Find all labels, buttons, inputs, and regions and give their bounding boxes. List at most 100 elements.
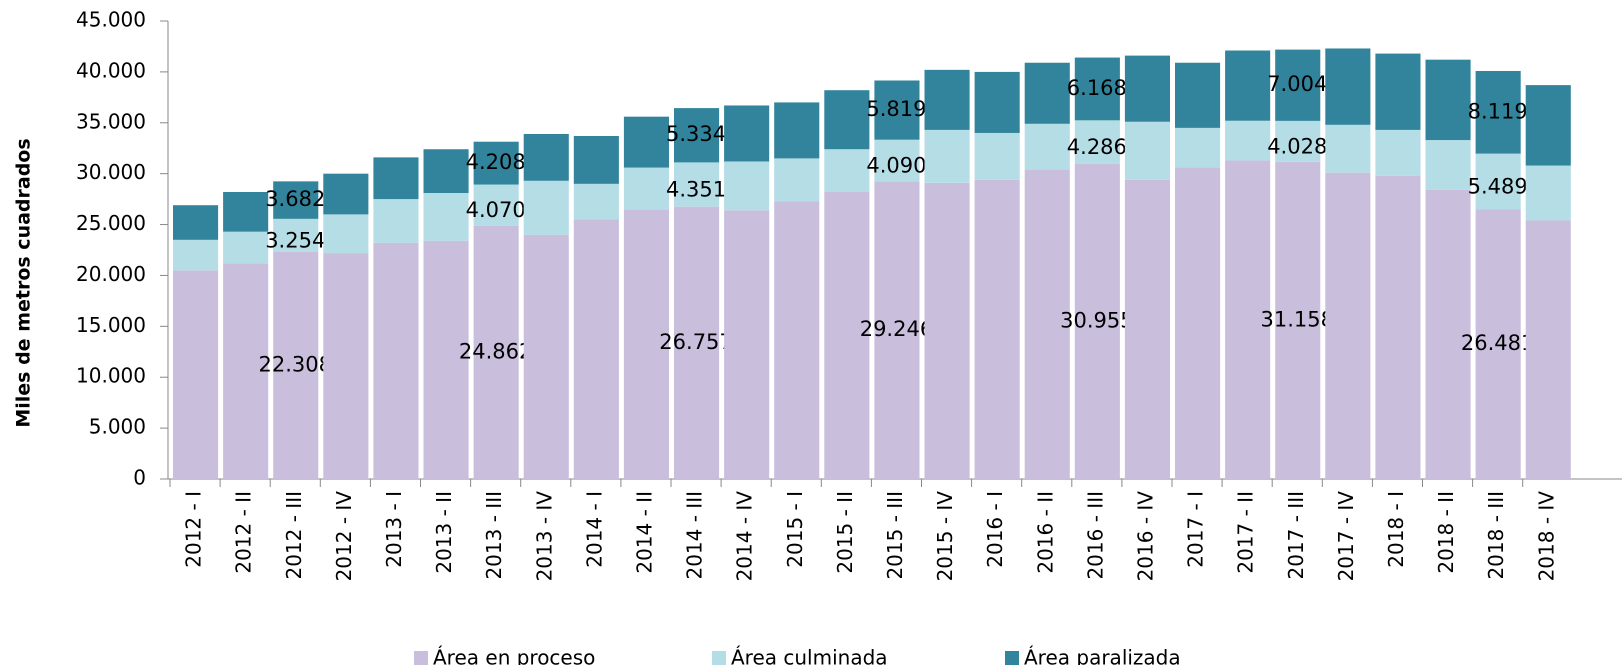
data-label: 4.351	[666, 178, 726, 202]
bar-segment	[323, 214, 369, 254]
legend-label: Área paralizada	[1024, 646, 1181, 665]
data-label: 4.070	[466, 198, 526, 222]
data-label: 26.757	[659, 330, 732, 354]
bar-segment	[724, 161, 770, 211]
bar-segment	[1475, 153, 1521, 210]
y-tick-label: 15.000	[76, 313, 146, 337]
bar-segment	[824, 191, 870, 479]
bar-segment	[1074, 57, 1120, 121]
bar-segment	[623, 209, 669, 480]
bar-segment	[674, 162, 720, 207]
bar-segment	[1375, 175, 1421, 480]
bar-segment	[1275, 49, 1321, 121]
data-label: 4.208	[466, 150, 526, 174]
data-label: 22.308	[259, 352, 332, 376]
data-label: 3.682	[265, 187, 325, 211]
x-tick-label: 2015 - III	[883, 491, 907, 580]
y-tick-label: 5.000	[89, 415, 146, 439]
y-tick-label: 35.000	[76, 109, 146, 133]
x-tick-label: 2013 - III	[482, 491, 506, 580]
bar-segment	[573, 219, 619, 479]
x-tick-label: 2016 - II	[1033, 491, 1057, 574]
bar-segment	[1225, 50, 1271, 121]
bar-segment	[173, 239, 219, 271]
legend-label: Área en proceso	[433, 646, 595, 665]
bar-segment	[674, 206, 720, 479]
x-tick-label: 2014 - IV	[733, 491, 757, 582]
legend-swatch	[414, 651, 428, 665]
bar-segment	[1175, 127, 1221, 168]
bar-segment	[1175, 62, 1221, 128]
data-label: 5.819	[866, 97, 926, 121]
bar-segment	[473, 225, 519, 479]
bar-segment	[674, 108, 720, 163]
bar-segment	[223, 231, 269, 264]
x-tick-label: 2016 - III	[1083, 491, 1107, 580]
bar-segment	[974, 132, 1020, 180]
x-tick-label: 2015 - II	[833, 491, 857, 574]
bar-segment	[874, 181, 920, 480]
x-tick-label: 2016 - IV	[1133, 491, 1157, 582]
bar-segment	[1375, 53, 1421, 130]
bar-segment	[1425, 140, 1471, 190]
y-tick-label: 45.000	[76, 8, 146, 32]
data-label: 30.955	[1060, 308, 1133, 332]
bar-segment	[824, 90, 870, 150]
bar-segment	[273, 251, 319, 479]
x-tick-label: 2014 - III	[683, 491, 707, 580]
bar-segment	[1425, 59, 1471, 141]
bar-segment	[1124, 121, 1170, 180]
data-label: 8.119	[1468, 99, 1528, 123]
bar-segment	[173, 205, 219, 240]
bar-segment	[623, 167, 669, 210]
bar-segment	[273, 218, 319, 252]
bar-segment	[1325, 124, 1371, 173]
bar-segment	[623, 116, 669, 168]
bar-segment	[323, 173, 369, 215]
legend-label: Área culminada	[731, 646, 888, 665]
y-tick-label: 0	[133, 466, 146, 490]
bar-segment	[1525, 85, 1571, 166]
bar-segment	[423, 240, 469, 479]
bar-segment	[1275, 120, 1321, 162]
bar-segment	[974, 179, 1020, 480]
data-label: 5.334	[666, 122, 726, 146]
bar-segment	[1375, 129, 1421, 176]
data-label: 4.286	[1067, 135, 1127, 159]
bar-segment	[573, 183, 619, 220]
bar-segment	[1325, 172, 1371, 479]
bar-segment	[423, 149, 469, 194]
x-tick-label: 2013 - IV	[532, 491, 556, 582]
x-tick-label: 2013 - II	[432, 491, 456, 574]
x-tick-label: 2012 - I	[182, 491, 206, 568]
bar-segment	[1024, 123, 1070, 170]
y-tick-label: 10.000	[76, 364, 146, 388]
legend-swatch	[1005, 651, 1019, 665]
bar-segment	[874, 80, 920, 140]
data-label: 7.004	[1267, 72, 1327, 96]
bar-segment	[1124, 55, 1170, 122]
bar-segment	[1225, 120, 1271, 161]
bar-segment	[473, 141, 519, 185]
bar-segment	[924, 182, 970, 479]
bar-segment	[423, 193, 469, 241]
x-tick-label: 2017 - III	[1284, 491, 1308, 580]
y-tick-label: 30.000	[76, 160, 146, 184]
x-tick-label: 2014 - II	[632, 491, 656, 574]
bar-segment	[1074, 120, 1120, 164]
data-label: 4.028	[1267, 134, 1327, 158]
bar-segment	[523, 234, 569, 479]
x-tick-label: 2018 - IV	[1534, 491, 1558, 582]
x-tick-label: 2013 - I	[382, 491, 406, 568]
x-tick-label: 2018 - I	[1384, 491, 1408, 568]
bar-segment	[1525, 165, 1571, 221]
x-tick-label: 2012 - IV	[332, 491, 356, 582]
bar-segment	[724, 210, 770, 479]
bar-segment	[1175, 167, 1221, 479]
bar-segment	[573, 136, 619, 184]
x-tick-label: 2015 - I	[783, 491, 807, 568]
data-label: 3.254	[265, 228, 325, 252]
bar-segment	[924, 69, 970, 130]
x-tick-label: 2016 - I	[983, 491, 1007, 568]
